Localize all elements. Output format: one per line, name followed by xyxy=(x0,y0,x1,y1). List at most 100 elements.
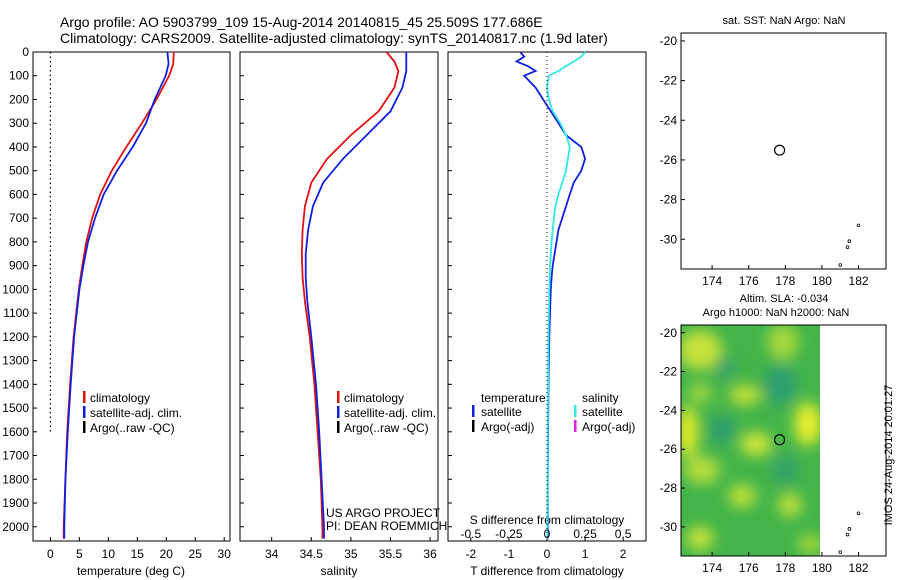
legend-label-sal-satellite: satellite xyxy=(582,405,623,419)
depth-tick-label: 400 xyxy=(9,140,29,154)
sla-heatmap xyxy=(681,325,820,556)
sst-map-axes xyxy=(680,32,887,270)
x-tick-label: 35.5 xyxy=(379,547,403,561)
series-line-sat xyxy=(63,51,170,539)
legend-swatch-argo xyxy=(83,421,86,433)
depth-tick-label: 500 xyxy=(9,164,29,178)
island-marker xyxy=(845,532,850,537)
x-tick-label: 2 xyxy=(620,547,627,561)
legend-swatch-climatology xyxy=(83,391,86,403)
map-y-tick-label: -20 xyxy=(660,326,678,340)
sla-title: Altim. SLA: -0.034 xyxy=(740,293,829,305)
map-x-tick-label: 176 xyxy=(739,274,759,288)
x-tick-label: 20 xyxy=(160,547,174,561)
series-line-clim xyxy=(62,51,175,539)
map-x-tick-label: 182 xyxy=(849,274,869,288)
legend-label-argo: Argo(..raw -QC) xyxy=(344,421,429,435)
legend-title-temperature: temperature xyxy=(481,391,546,405)
x-tick-label: 34.5 xyxy=(300,547,324,561)
depth-tick-label: 300 xyxy=(9,116,29,130)
x-tick-label: 5 xyxy=(76,547,83,561)
depth-tick-label: 1400 xyxy=(2,377,29,391)
map-x-tick-label: 174 xyxy=(702,274,722,288)
x-tick-label: 1 xyxy=(582,547,589,561)
map-x-tick-label: 174 xyxy=(702,561,722,575)
depth-tick-label: 100 xyxy=(9,69,29,83)
depth-tick-label: 600 xyxy=(9,187,29,201)
legend-swatch-climatology xyxy=(337,391,340,403)
legend-label-satellite: satellite-adj. clim. xyxy=(344,406,436,420)
temp-legend: climatology satellite-adj. clim. Argo(..… xyxy=(83,391,182,435)
temperature-xlabel: temperature (deg C) xyxy=(77,564,185,578)
h-title: Argo h1000: NaN h2000: NaN xyxy=(703,307,850,319)
legend-label-temp-satellite: satellite xyxy=(481,405,522,419)
map-x-tick-label: 180 xyxy=(812,274,832,288)
legend-title-salinity: salinity xyxy=(582,391,619,405)
map-x-tick-label: 180 xyxy=(812,561,832,575)
depth-tick-label: 1500 xyxy=(2,401,29,415)
salinity-xlabel: salinity xyxy=(321,564,358,578)
x-tick-label: 0 xyxy=(544,547,551,561)
map-y-tick-label: -26 xyxy=(660,442,678,456)
island-marker xyxy=(845,245,850,249)
map-y-tick-label: -22 xyxy=(660,74,678,88)
pi-label: PI: DEAN ROEMMICH xyxy=(326,519,447,533)
depth-tick-label: 900 xyxy=(9,259,29,273)
x-tick-label: -2 xyxy=(466,547,477,561)
depth-tick-label: 1300 xyxy=(2,354,29,368)
depth-tick-label: 1000 xyxy=(2,282,29,296)
legend-swatch-temp-satellite xyxy=(472,405,475,417)
map-x-tick-label: 178 xyxy=(775,561,795,575)
map-y-tick-label: -30 xyxy=(660,520,678,534)
depth-tick-label: 2000 xyxy=(2,520,29,534)
map-y-tick-label: -20 xyxy=(660,34,678,48)
depth-tick-label: 0 xyxy=(22,45,29,59)
map-x-tick-label: 178 xyxy=(775,274,795,288)
map-y-tick-label: -24 xyxy=(660,403,678,417)
x-tick-label: 25 xyxy=(189,547,203,561)
legend-label-climatology: climatology xyxy=(90,391,150,405)
sal-legend: climatology satellite-adj. clim. Argo(..… xyxy=(337,391,436,435)
float-position-marker xyxy=(773,434,786,446)
legend-label-temp-argo: Argo(-adj) xyxy=(481,420,534,434)
map-x-tick-label: 176 xyxy=(739,561,759,575)
legend-label-satellite: satellite-adj. clim. xyxy=(90,406,182,420)
s-tick-label: 0.5 xyxy=(615,527,632,541)
tdiff-xlabel: T difference from climatology xyxy=(470,564,624,578)
depth-tick-label: 800 xyxy=(9,235,29,249)
x-tick-label: 34 xyxy=(265,547,279,561)
map-y-tick-label: -30 xyxy=(660,232,678,246)
map-y-tick-label: -28 xyxy=(660,481,678,495)
s-tick-label: 0.25 xyxy=(573,527,597,541)
x-tick-label: 15 xyxy=(131,547,145,561)
x-tick-label: -1 xyxy=(504,547,515,561)
imos-stamp: IMOS 24-Aug-2014 20:01:27 xyxy=(883,385,895,526)
depth-tick-label: 700 xyxy=(9,211,29,225)
island-marker xyxy=(856,511,861,516)
series-line-sat xyxy=(514,51,587,539)
legend-swatch-sal-argo xyxy=(574,420,577,432)
x-tick-label: 36 xyxy=(423,547,437,561)
s-tick-label: 0 xyxy=(544,527,551,541)
island-marker xyxy=(847,527,852,531)
legend-swatch-temp-argo xyxy=(472,420,475,432)
depth-tick-label: 1200 xyxy=(2,330,29,344)
x-tick-label: 0 xyxy=(47,547,54,561)
series-line-sat xyxy=(304,52,408,539)
island-marker xyxy=(838,263,843,267)
map-y-tick-label: -28 xyxy=(660,193,678,207)
salinity-axes xyxy=(239,51,439,542)
x-tick-label: 30 xyxy=(218,547,232,561)
legend-swatch-argo xyxy=(337,421,340,433)
map-x-tick-label: 182 xyxy=(849,561,869,575)
depth-tick-label: 1700 xyxy=(2,449,29,463)
depth-tick-label: 1100 xyxy=(3,306,29,320)
depth-tick-label: 200 xyxy=(9,92,29,106)
map-y-tick-label: -22 xyxy=(660,365,678,379)
sst-map-title: sat. SST: NaN Argo: NaN xyxy=(723,15,846,27)
project-label: US ARGO PROJECT xyxy=(326,506,441,520)
legend-swatch-satellite xyxy=(83,406,86,418)
island-marker xyxy=(838,550,843,554)
temperature-axes xyxy=(32,51,231,542)
